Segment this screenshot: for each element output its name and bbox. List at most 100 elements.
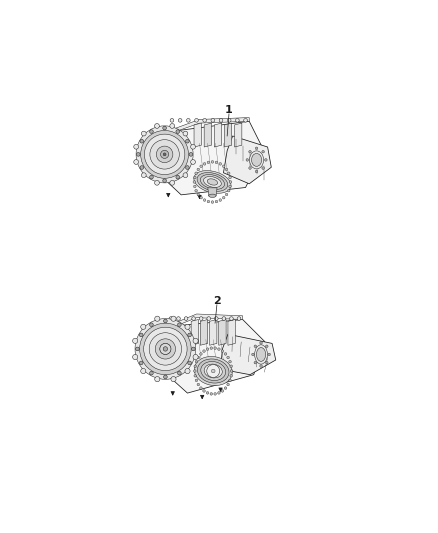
Circle shape bbox=[206, 392, 209, 394]
Circle shape bbox=[144, 327, 187, 370]
Circle shape bbox=[163, 375, 167, 379]
Circle shape bbox=[255, 147, 258, 150]
Circle shape bbox=[155, 124, 159, 128]
Circle shape bbox=[218, 392, 220, 394]
Circle shape bbox=[137, 152, 140, 156]
Circle shape bbox=[197, 356, 200, 359]
Circle shape bbox=[222, 317, 226, 320]
Circle shape bbox=[155, 339, 176, 359]
Circle shape bbox=[193, 338, 198, 343]
Circle shape bbox=[133, 354, 138, 360]
Polygon shape bbox=[194, 123, 201, 147]
Circle shape bbox=[265, 361, 268, 364]
Circle shape bbox=[214, 347, 216, 350]
Circle shape bbox=[227, 189, 230, 192]
Polygon shape bbox=[166, 314, 243, 329]
Circle shape bbox=[194, 365, 197, 368]
Circle shape bbox=[150, 175, 153, 179]
Circle shape bbox=[203, 118, 206, 122]
Circle shape bbox=[260, 342, 262, 344]
Circle shape bbox=[221, 350, 224, 352]
Circle shape bbox=[176, 175, 180, 179]
Circle shape bbox=[237, 317, 241, 320]
Circle shape bbox=[155, 180, 159, 185]
Circle shape bbox=[185, 368, 190, 374]
Circle shape bbox=[207, 365, 219, 377]
Polygon shape bbox=[191, 319, 198, 345]
Circle shape bbox=[223, 165, 225, 167]
Circle shape bbox=[207, 200, 210, 203]
Circle shape bbox=[215, 200, 218, 203]
Circle shape bbox=[141, 368, 146, 374]
Circle shape bbox=[195, 172, 198, 174]
Polygon shape bbox=[200, 319, 208, 345]
Circle shape bbox=[206, 348, 209, 350]
Circle shape bbox=[178, 118, 182, 122]
Circle shape bbox=[215, 317, 218, 320]
Circle shape bbox=[176, 130, 180, 133]
Circle shape bbox=[183, 131, 188, 136]
Circle shape bbox=[224, 353, 227, 355]
Circle shape bbox=[139, 333, 143, 337]
Circle shape bbox=[203, 163, 206, 165]
Circle shape bbox=[149, 372, 153, 375]
Circle shape bbox=[211, 118, 215, 122]
Circle shape bbox=[212, 369, 215, 373]
Polygon shape bbox=[208, 188, 217, 196]
Circle shape bbox=[188, 361, 191, 365]
Polygon shape bbox=[234, 123, 242, 147]
Circle shape bbox=[194, 118, 198, 122]
Circle shape bbox=[194, 370, 196, 372]
Circle shape bbox=[185, 324, 190, 329]
Circle shape bbox=[229, 379, 231, 382]
Circle shape bbox=[133, 338, 138, 343]
Circle shape bbox=[141, 131, 146, 136]
Circle shape bbox=[200, 196, 202, 199]
Circle shape bbox=[140, 139, 144, 143]
Circle shape bbox=[186, 166, 189, 169]
Circle shape bbox=[260, 365, 262, 367]
Circle shape bbox=[149, 323, 153, 327]
Circle shape bbox=[207, 317, 211, 320]
Circle shape bbox=[218, 348, 220, 350]
Polygon shape bbox=[209, 319, 217, 345]
Polygon shape bbox=[204, 123, 212, 147]
Circle shape bbox=[150, 130, 153, 133]
Circle shape bbox=[229, 185, 231, 188]
Circle shape bbox=[193, 354, 198, 360]
Circle shape bbox=[135, 319, 196, 379]
Ellipse shape bbox=[251, 154, 261, 166]
Circle shape bbox=[163, 126, 166, 130]
Circle shape bbox=[177, 323, 181, 327]
Circle shape bbox=[236, 118, 239, 122]
Polygon shape bbox=[224, 123, 232, 147]
Circle shape bbox=[197, 383, 200, 386]
Circle shape bbox=[141, 131, 188, 178]
Ellipse shape bbox=[250, 151, 264, 169]
Circle shape bbox=[211, 160, 214, 163]
Ellipse shape bbox=[257, 348, 265, 361]
Circle shape bbox=[200, 165, 202, 167]
Circle shape bbox=[191, 159, 195, 164]
Ellipse shape bbox=[254, 345, 268, 364]
Polygon shape bbox=[151, 319, 265, 393]
Circle shape bbox=[160, 343, 171, 354]
Circle shape bbox=[141, 324, 146, 329]
Circle shape bbox=[155, 316, 160, 321]
Circle shape bbox=[195, 379, 198, 382]
Circle shape bbox=[265, 345, 268, 348]
Circle shape bbox=[184, 317, 188, 320]
Circle shape bbox=[197, 193, 200, 196]
Circle shape bbox=[163, 347, 168, 351]
Circle shape bbox=[134, 159, 138, 164]
Circle shape bbox=[195, 189, 198, 192]
Circle shape bbox=[194, 176, 196, 179]
Circle shape bbox=[254, 345, 257, 348]
Circle shape bbox=[227, 356, 230, 359]
Circle shape bbox=[171, 376, 176, 382]
Circle shape bbox=[194, 185, 196, 188]
Ellipse shape bbox=[197, 173, 228, 191]
Circle shape bbox=[227, 383, 230, 386]
Circle shape bbox=[183, 173, 188, 177]
Circle shape bbox=[189, 152, 193, 156]
